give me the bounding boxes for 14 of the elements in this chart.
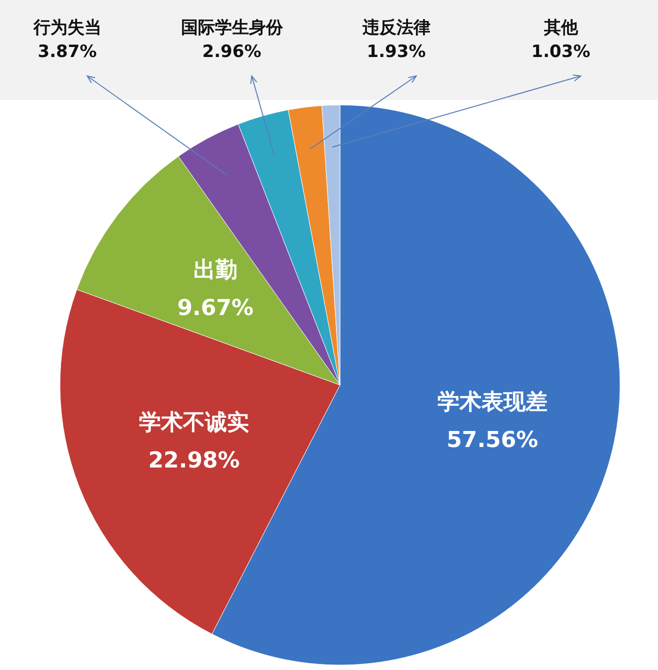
data-label: 2.96%: [202, 42, 262, 62]
data-label: 22.98%: [148, 448, 240, 474]
data-label: 57.56%: [446, 428, 538, 453]
data-label: 3.87%: [38, 42, 97, 62]
slice-label: 学术表现差: [437, 390, 548, 415]
data-label: 1.93%: [366, 42, 426, 62]
slice-label: 出勤: [193, 258, 238, 283]
slice-label: 学术不诚实: [139, 409, 250, 436]
slice-label: 行为失当: [32, 18, 102, 38]
slice-label: 其他: [542, 18, 579, 38]
data-label: 9.67%: [177, 296, 254, 321]
data-label: 1.03%: [531, 42, 590, 62]
slice-label: 国际学生身份: [180, 18, 284, 38]
slice-label: 违反法律: [361, 18, 430, 38]
